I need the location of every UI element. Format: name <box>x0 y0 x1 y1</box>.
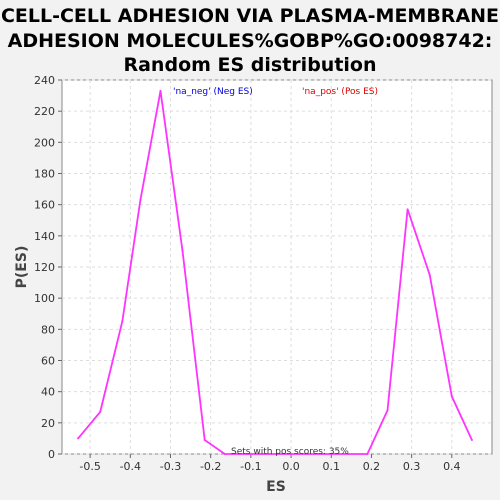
data-point <box>139 198 142 201</box>
data-point <box>450 395 453 398</box>
chart-title-line-3: Random ES distribution <box>123 54 376 76</box>
data-point <box>203 438 206 441</box>
chart-title-line-1: CELL-CELL ADHESION VIA PLASMA-MEMBRANE <box>1 5 499 27</box>
data-point <box>77 437 80 440</box>
y-tick-label: 240 <box>34 74 55 87</box>
axes: -0.5 -0.4 -0.3 -0.2 -0.1 0.0 0.1 0.2 0.3 0.4 0 20 40… <box>34 74 461 473</box>
data-point <box>99 410 102 413</box>
data-point <box>470 438 473 441</box>
x-tick-label: 0.0 <box>282 460 300 473</box>
data-point <box>366 453 369 455</box>
x-tick-label: 0.3 <box>403 460 421 473</box>
x-tick-label: 0.2 <box>363 460 381 473</box>
y-tick-label: 140 <box>34 230 55 243</box>
data-point <box>406 208 409 211</box>
data-point <box>181 250 184 253</box>
x-tick-label: -0.5 <box>79 460 100 473</box>
y-tick-label: 80 <box>41 323 55 336</box>
y-tick-label: 220 <box>34 105 55 118</box>
data-point <box>428 273 431 276</box>
y-tick-label: 60 <box>41 355 55 368</box>
x-axis-label: ES <box>266 479 286 495</box>
y-tick-label: 120 <box>34 261 55 274</box>
data-point <box>223 453 226 455</box>
x-tick-label: -0.4 <box>120 460 141 473</box>
x-tick-label: 0.1 <box>323 460 341 473</box>
x-tick-label: -0.2 <box>200 460 221 473</box>
series-line-0 <box>77 90 473 455</box>
y-tick-label: 0 <box>48 448 55 461</box>
series-layer <box>77 89 473 455</box>
y-tick-label: 180 <box>34 168 55 181</box>
chart-title-line-2: ADHESION MOLECULES%GOBP%GO:0098742: <box>8 30 493 52</box>
x-tick-label: -0.3 <box>160 460 181 473</box>
data-point <box>386 409 389 412</box>
y-tick-label: 20 <box>41 417 55 430</box>
legend: 'na_neg' (Neg ES) 'na_pos' (Pos ES) <box>173 87 378 97</box>
annotation-pos-scores: Sets with pos scores: 35% <box>231 447 349 457</box>
y-tick-label: 40 <box>41 386 55 399</box>
x-tick-label: -0.1 <box>240 460 261 473</box>
y-axis-label: P(ES) <box>14 246 30 289</box>
legend-item-pos: 'na_pos' (Pos ES) <box>302 87 378 97</box>
x-tick-label: 0.4 <box>443 460 461 473</box>
legend-item-neg: 'na_neg' (Neg ES) <box>173 87 253 97</box>
data-point <box>121 320 124 323</box>
chart-title: CELL-CELL ADHESION VIA PLASMA-MEMBRANE A… <box>1 5 499 76</box>
data-point <box>159 89 162 92</box>
y-tick-label: 100 <box>34 292 55 305</box>
y-tick-label: 160 <box>34 199 55 212</box>
plot-area <box>61 79 493 455</box>
y-tick-label: 200 <box>34 136 55 149</box>
